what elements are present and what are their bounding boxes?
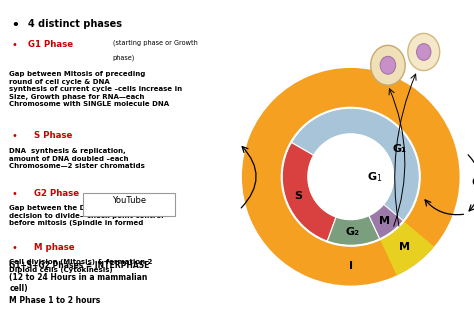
Text: S: S xyxy=(294,191,302,201)
Text: DNA  synthesis & replication,
amount of DNA doubled –each
Chromosome—2 sister ch: DNA synthesis & replication, amount of D… xyxy=(9,148,145,169)
Text: G2 Phase: G2 Phase xyxy=(27,189,79,198)
Text: Gap between Mitosis of preceding
round of cell cycle & DNA
synthesis of current : Gap between Mitosis of preceding round o… xyxy=(9,71,182,107)
Wedge shape xyxy=(242,68,460,286)
Text: G1+S+G2 Phases = INTERPHASE
(12 to 24 Hours in a mammalian
cell)
M Phase 1 to 2 : G1+S+G2 Phases = INTERPHASE (12 to 24 Ho… xyxy=(9,261,150,305)
Ellipse shape xyxy=(380,56,396,74)
Circle shape xyxy=(308,134,393,219)
Text: G₂: G₂ xyxy=(346,227,360,238)
Text: (starting phase or Growth: (starting phase or Growth xyxy=(113,40,198,46)
Text: •: • xyxy=(12,243,18,253)
Text: 4 distinct phases: 4 distinct phases xyxy=(27,19,122,29)
Wedge shape xyxy=(380,221,434,275)
Text: •: • xyxy=(12,19,19,32)
Text: G₁: G₁ xyxy=(392,144,406,154)
Text: Gap between the DNA synthesis &
decision to divide—check point control
before mi: Gap between the DNA synthesis & decision… xyxy=(9,205,164,226)
Text: YouTube: YouTube xyxy=(112,196,146,205)
Ellipse shape xyxy=(371,45,405,85)
Text: M: M xyxy=(379,216,390,226)
Wedge shape xyxy=(327,215,380,246)
Text: G1 Phase: G1 Phase xyxy=(27,40,73,49)
Wedge shape xyxy=(291,108,420,246)
Ellipse shape xyxy=(408,33,440,71)
Text: M: M xyxy=(400,242,410,252)
Text: •: • xyxy=(12,131,18,141)
Text: G$_0$: G$_0$ xyxy=(471,176,474,191)
FancyBboxPatch shape xyxy=(83,193,175,216)
Wedge shape xyxy=(369,204,404,239)
Text: M phase: M phase xyxy=(27,243,74,252)
Text: phase): phase) xyxy=(113,55,135,61)
Text: I: I xyxy=(349,261,353,271)
Text: •: • xyxy=(12,40,18,50)
Text: •: • xyxy=(12,189,18,199)
Text: S Phase: S Phase xyxy=(27,131,72,140)
Text: G$_1$: G$_1$ xyxy=(367,170,383,184)
Text: Cell division (Mitosis) & formation 2
Diploid cells (Cytokinesis): Cell division (Mitosis) & formation 2 Di… xyxy=(9,259,153,273)
Ellipse shape xyxy=(417,43,431,60)
Wedge shape xyxy=(282,142,336,242)
